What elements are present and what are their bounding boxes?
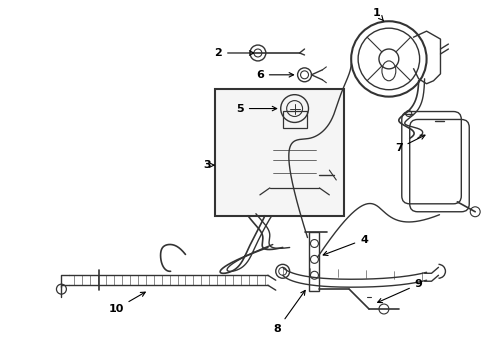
Text: 4: 4 — [323, 234, 367, 256]
Text: 2: 2 — [214, 48, 253, 58]
Text: 6: 6 — [255, 70, 293, 80]
Text: 9: 9 — [377, 279, 422, 303]
Text: 8: 8 — [273, 291, 305, 334]
Bar — [215, 89, 344, 216]
Text: 3: 3 — [203, 160, 214, 170]
Text: 1: 1 — [372, 8, 383, 21]
Text: 5: 5 — [236, 104, 276, 113]
Bar — [282, 111, 306, 129]
Bar — [309, 231, 319, 291]
Text: 10: 10 — [108, 292, 145, 314]
Text: 7: 7 — [394, 135, 424, 153]
